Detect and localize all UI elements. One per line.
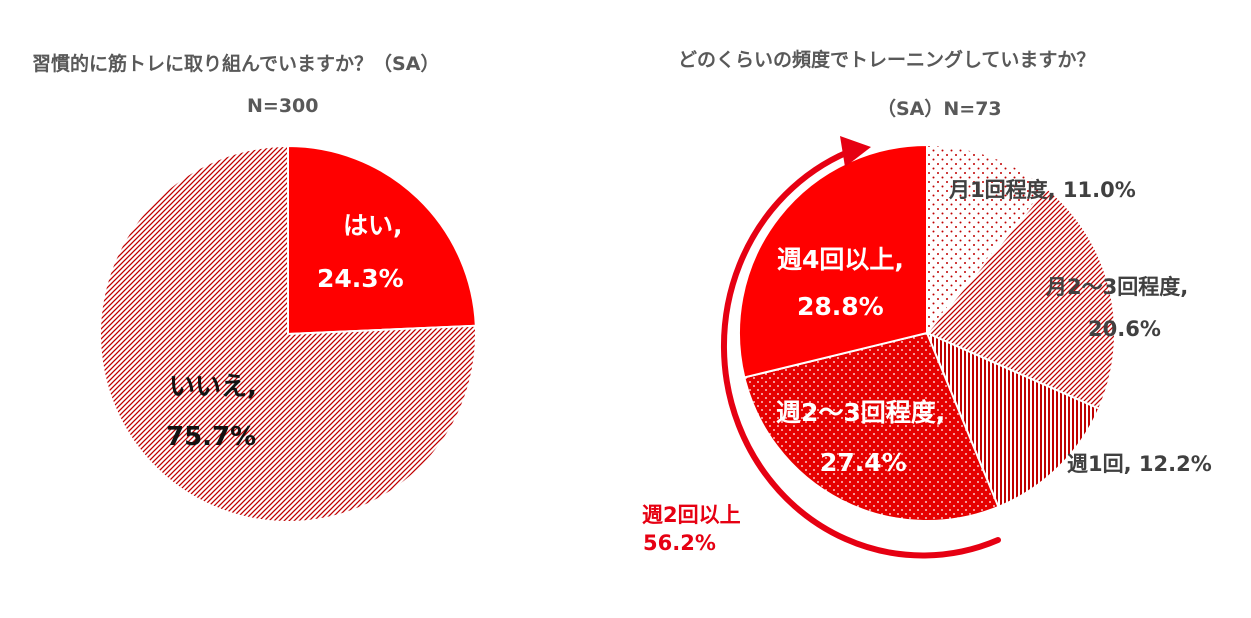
chart1-title: 習慣的に筋トレに取り組んでいますか？（SA） <box>32 53 440 75</box>
pie-slice-2 <box>925 331 1101 509</box>
chart1-subtitle: N=300 <box>247 95 319 117</box>
pie-slice-0 <box>926 143 1049 336</box>
pie-slice-1 <box>99 144 477 523</box>
pie-slice-0 <box>287 144 477 336</box>
chart2-subtitle: （SA）N=73 <box>877 98 1002 120</box>
slice-label-no: いいえ, <box>169 372 257 402</box>
slice-value-yes: 24.3% <box>317 264 404 293</box>
slice-label-weekly-4plus: 週4回以上, <box>777 245 904 274</box>
pie-chart-training-frequency <box>738 143 1117 522</box>
slice-value-weekly-4plus: 28.8% <box>797 292 884 321</box>
annotation-label: 週2回以上 <box>642 503 741 527</box>
slice-label-weekly-1: 週1回, 12.2% <box>1067 452 1212 476</box>
chart2-title: どのくらいの頻度でトレーニングしていますか？ <box>678 49 1096 71</box>
slice-label-weekly-2-3: 週2～3回程度, <box>776 398 946 427</box>
pie-slice-4 <box>738 143 928 379</box>
bracket-arrow <box>721 136 1001 559</box>
pie-slice-3 <box>743 331 1000 522</box>
slice-label-yes: はい, <box>343 211 403 240</box>
slice-label-monthly-1: 月1回程度, 11.0% <box>949 178 1136 202</box>
annotation-value: 56.2% <box>643 531 716 555</box>
pie-chart-exercise-habit <box>99 144 477 523</box>
slice-value-monthly-2-3: 20.6% <box>1088 317 1161 341</box>
slice-value-no: 75.7% <box>166 422 257 452</box>
slice-value-weekly-2-3: 27.4% <box>820 448 907 477</box>
slice-label-monthly-2-3: 月2～3回程度, <box>1046 275 1189 299</box>
